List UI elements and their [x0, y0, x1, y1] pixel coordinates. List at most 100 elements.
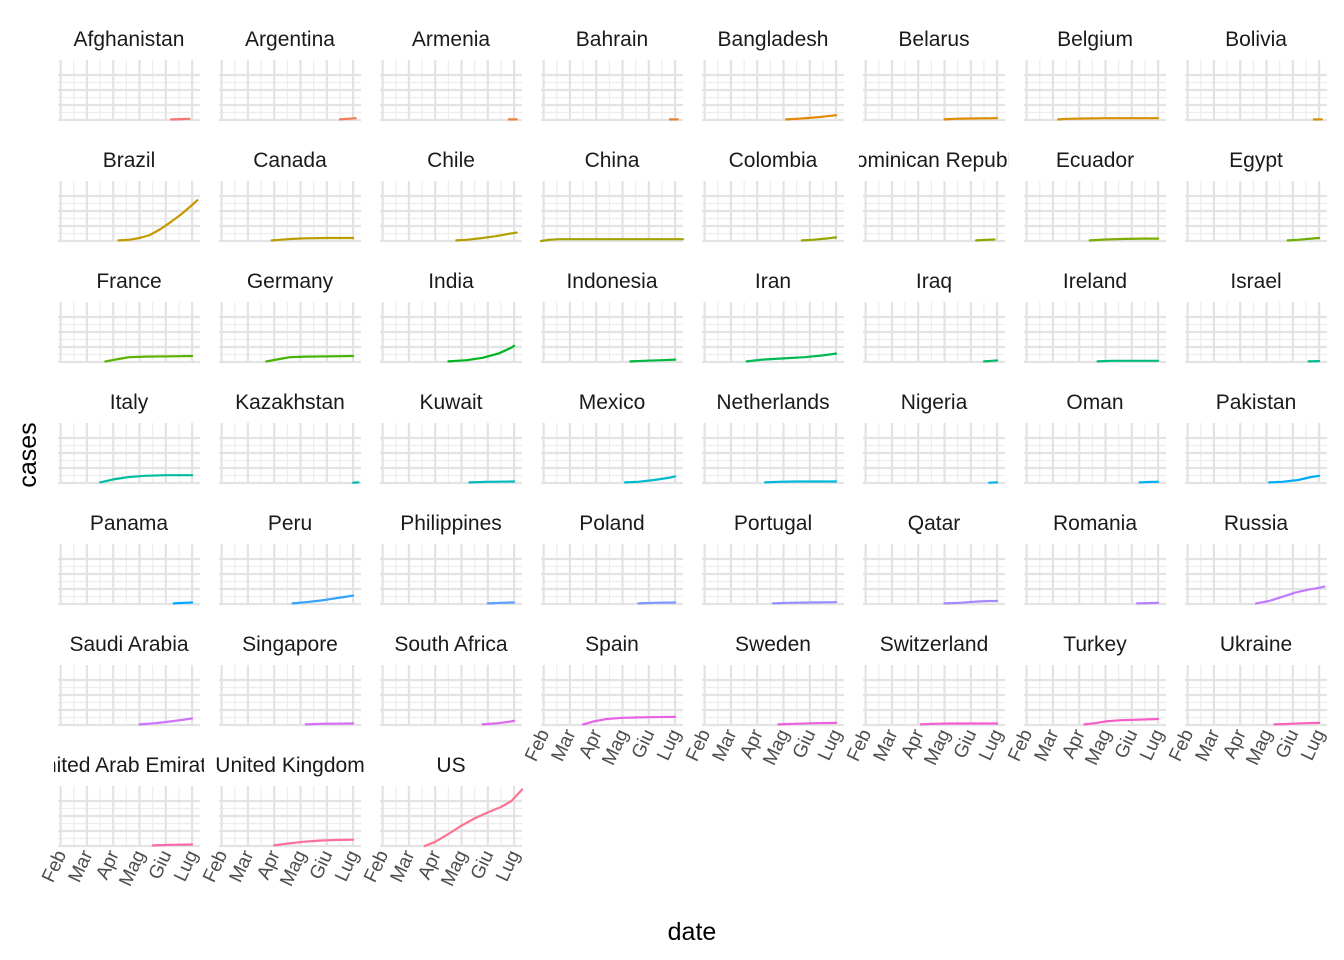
- facet-title: United Arab Emirates: [30, 754, 228, 777]
- facet-panel-spain: Spain: [541, 633, 683, 727]
- facet-panel-belarus: Belarus: [863, 28, 1005, 122]
- facet-panel-dominican-republic: Dominican Republic: [841, 149, 1028, 243]
- facet-panel-united-arab-emirates: United Arab Emirates: [30, 754, 228, 848]
- x-tick-label: Feb: [1004, 726, 1037, 765]
- series-line-south-africa: [481, 719, 516, 726]
- x-tick-label: Mar: [387, 847, 420, 886]
- series-line-iran: [745, 352, 838, 363]
- series-line-argentina: [338, 117, 357, 121]
- x-tick-label: Mag: [920, 726, 955, 768]
- facet-title: Netherlands: [716, 391, 829, 414]
- facet-panel-canada: Canada: [219, 149, 361, 243]
- x-tick-label: Mar: [1192, 726, 1225, 765]
- facet-panel-chile: Chile: [380, 149, 522, 243]
- series-line-afghanistan: [170, 117, 191, 121]
- facet-panel-india: India: [380, 270, 522, 364]
- x-axis-title: date: [668, 918, 717, 946]
- facet-panel-pakistan: Pakistan: [1185, 391, 1327, 485]
- series-line-ireland: [1096, 359, 1160, 363]
- facet-title: Indonesia: [566, 270, 657, 293]
- series-line-italy: [99, 474, 194, 484]
- facet-panel-nigeria: Nigeria: [863, 391, 1005, 485]
- facet-panel-bangladesh: Bangladesh: [702, 28, 844, 122]
- facet-title: Spain: [585, 633, 639, 656]
- facet-panel-portugal: Portugal: [702, 512, 844, 606]
- facet-title: France: [96, 270, 161, 293]
- x-tick-label: Feb: [38, 847, 71, 886]
- facet-panel-qatar: Qatar: [863, 512, 1005, 606]
- facet-title: Switzerland: [880, 633, 989, 656]
- facet-panel-us: US: [380, 754, 524, 848]
- facet-title: Egypt: [1229, 149, 1283, 172]
- x-tick-label: Mag: [598, 726, 633, 768]
- series-line-egypt: [1286, 236, 1321, 242]
- facet-title: Armenia: [412, 28, 491, 51]
- facet-panel-brazil: Brazil: [58, 149, 200, 243]
- series-line-saudi-arabia: [138, 717, 194, 726]
- x-tick-label: Mar: [709, 726, 742, 765]
- facet-title: Ukraine: [1220, 633, 1292, 656]
- axes-layer: FebMarAprMagGiuLugFebMarAprMagGiuLugFebM…: [38, 726, 1329, 890]
- series-line-chile: [455, 231, 518, 242]
- facet-panel-bahrain: Bahrain: [541, 28, 683, 122]
- facet-panel-bolivia: Bolivia: [1185, 28, 1327, 122]
- series-line-ecuador: [1088, 237, 1160, 242]
- x-tick-label: Feb: [199, 847, 232, 886]
- facet-panel-netherlands: Netherlands: [702, 391, 844, 485]
- x-tick-label: Feb: [360, 847, 393, 886]
- x-tick-label: Lug: [1297, 726, 1329, 764]
- facet-panel-south-africa: South Africa: [380, 633, 522, 727]
- facet-title: Romania: [1053, 512, 1137, 535]
- facet-panel-italy: Italy: [58, 391, 200, 485]
- series-line-colombia: [800, 236, 838, 242]
- series-line-china: [539, 238, 685, 243]
- series-line-poland: [637, 601, 677, 605]
- series-line-india: [447, 344, 516, 363]
- facet-panel-germany: Germany: [219, 270, 361, 364]
- facet-panel-saudi-arabia: Saudi Arabia: [58, 633, 200, 727]
- facet-panel-philippines: Philippines: [380, 512, 522, 606]
- facet-title: Poland: [579, 512, 644, 535]
- series-line-philippines: [486, 601, 516, 605]
- facet-panel-colombia: Colombia: [702, 149, 844, 243]
- x-tick-label: Feb: [521, 726, 554, 765]
- facet-panel-belgium: Belgium: [1024, 28, 1166, 122]
- facet-title: Belgium: [1057, 28, 1133, 51]
- facet-panel-turkey: Turkey: [1024, 633, 1166, 727]
- facet-panel-poland: Poland: [541, 512, 683, 606]
- x-tick-label: Mar: [548, 726, 581, 765]
- x-tick-label: Mag: [276, 847, 311, 889]
- facet-title: US: [436, 754, 465, 777]
- x-tick-label: Feb: [682, 726, 715, 765]
- facet-title: Philippines: [400, 512, 502, 535]
- facet-panel-iran: Iran: [702, 270, 844, 364]
- x-tick-label: Feb: [843, 726, 876, 765]
- facet-title: Brazil: [103, 149, 156, 172]
- series-line-us: [423, 788, 524, 848]
- facet-title: Ireland: [1063, 270, 1127, 293]
- facet-title: Chile: [427, 149, 475, 172]
- series-line-oman: [1138, 480, 1160, 484]
- x-tick-label: Mar: [226, 847, 259, 886]
- series-line-iraq: [982, 359, 999, 363]
- facet-title: Saudi Arabia: [69, 633, 188, 656]
- facet-panel-france: France: [58, 270, 200, 364]
- x-tick-label: Mar: [1031, 726, 1064, 765]
- facet-title: Pakistan: [1216, 391, 1297, 414]
- series-line-singapore: [304, 722, 355, 726]
- series-line-switzerland: [919, 722, 999, 726]
- facet-title: Kazakhstan: [235, 391, 345, 414]
- series-line-bangladesh: [785, 114, 838, 121]
- facet-title: Sweden: [735, 633, 811, 656]
- series-line-germany: [265, 354, 355, 363]
- facet-panel-indonesia: Indonesia: [541, 270, 683, 364]
- facet-title: Italy: [110, 391, 149, 414]
- facet-panel-afghanistan: Afghanistan: [58, 28, 200, 122]
- facet-title: Dominican Republic: [841, 149, 1028, 172]
- facet-panel-oman: Oman: [1024, 391, 1166, 485]
